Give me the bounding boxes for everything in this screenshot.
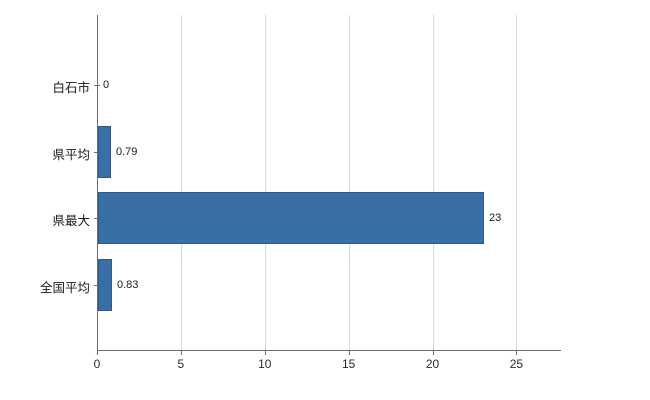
category-label: 全国平均	[39, 280, 90, 295]
x-axis-tick	[516, 351, 518, 355]
x-axis-tick	[348, 351, 350, 355]
x-tick-label: 0	[93, 357, 101, 371]
x-axis-tick	[432, 351, 434, 355]
x-tick-label: 5	[177, 357, 185, 371]
value-label: 23	[489, 212, 502, 224]
x-tick-label: 10	[258, 357, 272, 371]
category-label: 白石市	[52, 81, 90, 95]
category-label: 県最大	[52, 214, 90, 228]
x-axis-tick	[180, 351, 182, 355]
x-axis-line	[97, 350, 561, 351]
bar	[98, 258, 112, 311]
x-tick-label: 25	[509, 357, 524, 371]
category-label: 県平均	[52, 147, 90, 162]
gridline	[180, 15, 182, 350]
value-label: 0.79	[116, 145, 138, 158]
bar	[98, 125, 111, 178]
y-axis-tick	[94, 218, 100, 219]
bar	[98, 192, 484, 244]
value-label: 0.83	[117, 278, 139, 291]
gridline	[348, 15, 350, 350]
x-axis-tick	[97, 351, 98, 355]
y-axis-tick	[94, 151, 100, 153]
gridline	[516, 15, 518, 350]
x-tick-label: 20	[425, 357, 440, 371]
x-tick-label: 15	[341, 357, 356, 371]
y-axis-line	[97, 15, 98, 351]
y-axis-tick	[94, 85, 100, 86]
gridline	[432, 15, 434, 350]
x-axis-tick	[264, 351, 266, 355]
gridline	[264, 15, 266, 350]
y-axis-tick	[94, 284, 100, 286]
value-label: 0	[103, 79, 110, 91]
